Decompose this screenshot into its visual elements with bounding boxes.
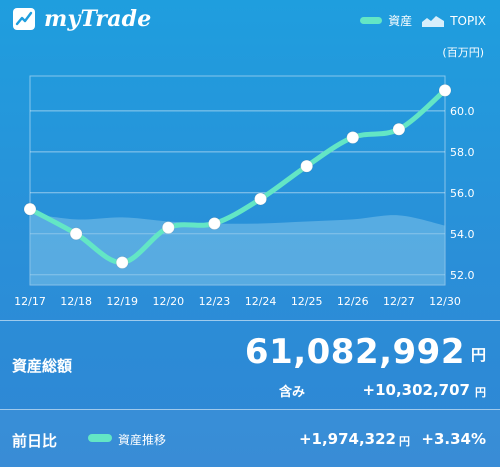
daily-change-percent: +3.34% <box>421 430 486 448</box>
asset-data-point <box>254 192 268 206</box>
legend-topix-swatch <box>422 15 445 27</box>
asset-line-layer <box>27 87 448 265</box>
daily-change-bar <box>0 410 500 467</box>
y-tick-label: 56.0 <box>450 187 475 200</box>
legend-item-topix[interactable]: TOPIX <box>422 14 486 28</box>
section-divider <box>0 320 500 321</box>
topix-area <box>30 213 445 285</box>
legend-topix-label: TOPIX <box>450 13 486 28</box>
x-tick-label: 12/18 <box>60 295 92 308</box>
y-tick-label: 52.0 <box>450 269 475 282</box>
x-tick-label: 12/25 <box>291 295 323 308</box>
y-tick-label: 54.0 <box>450 228 475 241</box>
x-tick-label: 12/26 <box>337 295 369 308</box>
legend-item-assets[interactable]: 資産 <box>360 12 412 29</box>
y-axis-labels: 60.0 58.0 56.0 54.0 52.0 <box>450 105 475 282</box>
asset-data-point <box>69 227 83 241</box>
x-tick-label: 12/19 <box>106 295 138 308</box>
app-title: myTrade <box>44 6 152 32</box>
asset-data-point <box>346 130 360 144</box>
summary-divider <box>0 409 500 410</box>
asset-data-point <box>161 221 175 235</box>
daily-change-label: 前日比 <box>12 432 58 450</box>
chart-unit-label: (百万円) <box>442 46 484 59</box>
legend-assets-swatch <box>360 17 383 24</box>
asset-point-layer <box>23 83 452 269</box>
x-tick-label: 12/23 <box>199 295 231 308</box>
asset-line <box>27 87 448 265</box>
app-header: myTrade 資産 TOPIX <box>0 0 500 40</box>
unrealized-gain-unit: 円 <box>475 386 486 399</box>
total-assets-value: 61,082,992 <box>244 332 465 372</box>
x-tick-label: 12/20 <box>152 295 184 308</box>
daily-change-value: +1,974,322 <box>298 430 396 448</box>
asset-data-point <box>438 83 452 97</box>
asset-data-point <box>207 217 221 231</box>
asset-chart[interactable]: 12/17 12/18 12/19 12/20 12/23 12/24 12/25 12/26… <box>0 60 500 320</box>
x-tick-label: 12/24 <box>245 295 277 308</box>
app-logo-icon <box>13 8 35 30</box>
legend-assets-label: 資産 <box>388 14 413 28</box>
asset-data-point <box>23 202 37 216</box>
x-tick-label: 12/27 <box>383 295 415 308</box>
app-logo: myTrade <box>12 6 151 32</box>
total-assets-unit: 円 <box>470 346 486 364</box>
topix-area-layer <box>30 213 445 285</box>
y-tick-label: 60.0 <box>450 105 475 118</box>
chart-legend: 資産 TOPIX <box>350 12 486 29</box>
x-tick-label: 12/17 <box>14 295 46 308</box>
x-tick-label: 12/30 <box>429 295 461 308</box>
daily-series-swatch <box>88 434 112 442</box>
unrealized-gain-label: 含み <box>279 385 306 400</box>
total-assets-label: 資産総額 <box>12 357 73 375</box>
daily-series-label: 資産推移 <box>118 433 167 447</box>
unrealized-gain-value: +10,302,707 <box>362 381 470 399</box>
asset-data-point <box>115 255 129 269</box>
y-tick-label: 58.0 <box>450 146 475 159</box>
daily-change-unit: 円 <box>399 435 410 448</box>
asset-data-point <box>300 159 314 173</box>
x-axis-labels: 12/17 12/18 12/19 12/20 12/23 12/24 12/25 12/26… <box>14 295 461 308</box>
asset-data-point <box>392 122 406 136</box>
